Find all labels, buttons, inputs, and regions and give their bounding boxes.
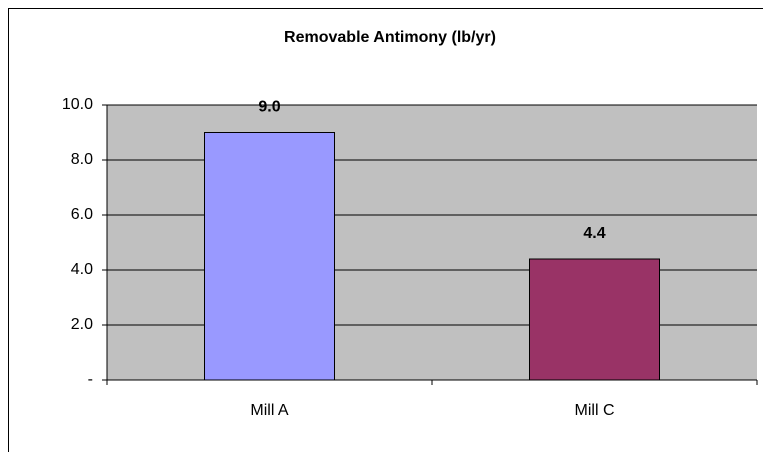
x-tick-label: Mill A: [250, 402, 289, 419]
y-tick-label: 4.0: [71, 261, 93, 278]
bar: [204, 132, 335, 381]
chart-title: Removable Antimony (lb/yr): [284, 29, 496, 46]
value-label: 9.0: [258, 99, 280, 116]
y-tick-label: -: [88, 371, 93, 388]
x-tick-label: Mill C: [575, 402, 615, 419]
y-tick-label: 10.0: [62, 96, 93, 113]
y-tick-label: 8.0: [71, 151, 93, 168]
y-tick-label: 2.0: [71, 316, 93, 333]
bar: [529, 258, 660, 381]
value-label: 4.4: [583, 225, 605, 242]
y-tick-label: 6.0: [71, 206, 93, 223]
